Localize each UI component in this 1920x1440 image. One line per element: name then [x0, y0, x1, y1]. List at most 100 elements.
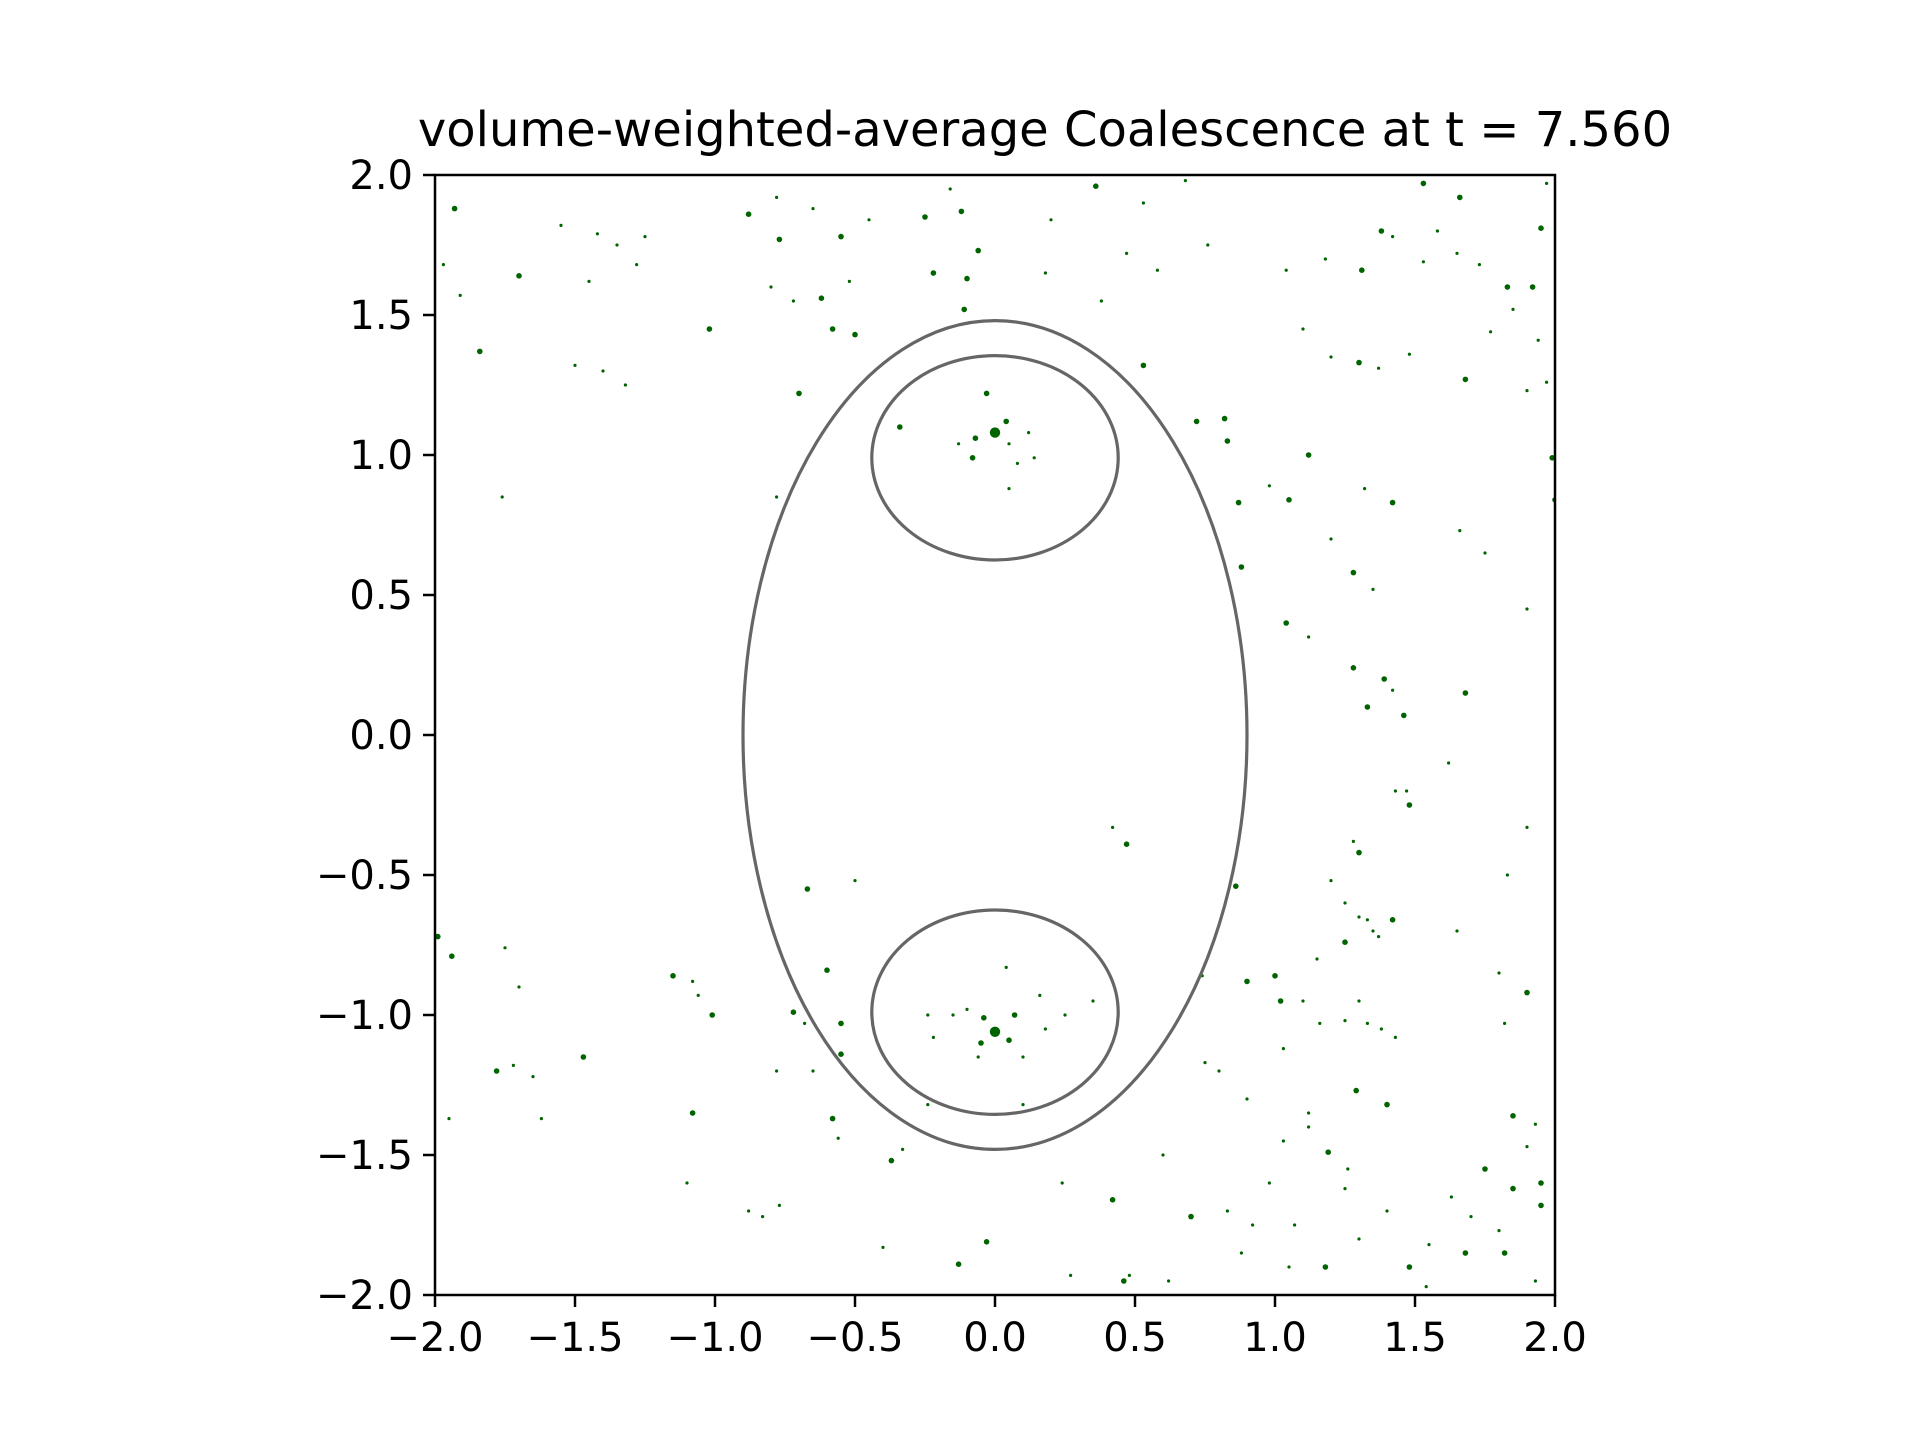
data-point [1365, 1021, 1369, 1025]
data-point [1329, 537, 1333, 541]
x-tick-label: −2.0 [386, 1315, 483, 1361]
data-point [1233, 883, 1239, 889]
data-point [1267, 484, 1271, 488]
data-point [775, 1069, 779, 1073]
data-point [1357, 999, 1361, 1003]
data-point [1125, 251, 1129, 255]
data-point [1391, 688, 1395, 692]
region-outlines [741, 319, 1249, 1151]
data-point [965, 1007, 969, 1012]
data-point [623, 383, 628, 387]
data-point [1536, 338, 1540, 342]
data-point [500, 495, 504, 499]
data-point [1027, 431, 1031, 435]
data-point [1389, 499, 1396, 506]
data-point [1109, 1197, 1116, 1203]
y-tick-label: 0.0 [349, 713, 413, 759]
data-point [1462, 1250, 1469, 1256]
data-point [1161, 1153, 1165, 1157]
data-point [601, 369, 605, 373]
data-point [1371, 587, 1375, 592]
data-point [1329, 355, 1333, 359]
data-point [1469, 1215, 1473, 1219]
data-point [1167, 1279, 1171, 1283]
data-point [1239, 1251, 1243, 1255]
data-point [1003, 418, 1009, 425]
data-point [691, 979, 695, 984]
data-point [447, 1117, 451, 1121]
data-point [1538, 1202, 1544, 1209]
y-axis: 2.0 1.5 1.0 0.5 0.0 −0.5 −1.0 −1.5 −2.0 [316, 153, 435, 1319]
x-axis: −2.0 −1.5 −1.0 −0.5 0.0 0.5 1.0 1.5 2.0 [386, 1295, 1587, 1361]
data-point [1350, 665, 1357, 671]
data-point [511, 1063, 515, 1067]
data-point [539, 1117, 544, 1121]
data-point [1449, 1195, 1453, 1199]
y-tick-label: 2.0 [349, 153, 413, 199]
data-point [1225, 1209, 1229, 1213]
data-point [1421, 260, 1425, 264]
data-point [1457, 194, 1463, 201]
data-point [1447, 761, 1451, 765]
data-point [888, 1157, 895, 1164]
data-point [1538, 1180, 1544, 1186]
data-point [1221, 415, 1228, 422]
data-point [1111, 825, 1115, 830]
data-point [1093, 183, 1099, 189]
data-point [1525, 607, 1529, 611]
data-point [1193, 418, 1200, 425]
data-point [1482, 1166, 1488, 1172]
data-point [1063, 1013, 1067, 1017]
data-point [1356, 849, 1362, 856]
data-point [1377, 935, 1381, 939]
data-point [1011, 1012, 1018, 1018]
region-outline-0 [741, 319, 1249, 1151]
data-point [573, 363, 577, 367]
data-point [847, 279, 852, 283]
data-point [1538, 225, 1544, 231]
data-point [926, 1103, 930, 1107]
data-point [1455, 251, 1459, 255]
data-point [777, 1203, 782, 1207]
data-point [441, 263, 445, 267]
data-point [1420, 180, 1427, 187]
data-point [1281, 1047, 1285, 1051]
data-point [689, 1110, 696, 1116]
data-point [1343, 1019, 1347, 1023]
data-point [1301, 327, 1305, 331]
data-point [503, 946, 507, 950]
data-point [1401, 712, 1407, 719]
data-point [1155, 268, 1159, 272]
x-tick-label: −1.0 [666, 1315, 763, 1361]
data-point [1032, 456, 1036, 460]
data-point [1203, 1061, 1207, 1065]
axes-frame [433, 173, 1557, 1297]
data-point [957, 442, 961, 446]
data-point [1462, 690, 1469, 696]
data-point [747, 1209, 751, 1213]
data-point [1049, 218, 1053, 222]
data-point [1307, 1125, 1311, 1129]
x-tick-label: −0.5 [806, 1315, 903, 1361]
data-point [1251, 1223, 1255, 1227]
x-tick-label: 1.0 [1243, 1315, 1307, 1361]
data-point [1006, 1037, 1012, 1043]
data-point [1238, 564, 1245, 570]
data-point [1545, 380, 1549, 384]
data-point [1525, 389, 1529, 393]
data-point [1351, 839, 1355, 844]
data-point [981, 1015, 987, 1021]
data-point [1123, 841, 1130, 847]
x-tick-label: 2.0 [1523, 1315, 1587, 1361]
data-point [1350, 569, 1357, 576]
data-point [1435, 229, 1439, 233]
chart-title: volume-weighted-average Coalescence at t… [418, 102, 1672, 158]
data-point [955, 1261, 962, 1267]
x-tick-label: 0.0 [963, 1315, 1027, 1361]
data-point [516, 273, 522, 279]
data-point [838, 1051, 844, 1057]
data-point [951, 1013, 955, 1017]
y-tick-label: −2.0 [316, 1273, 413, 1319]
data-point [1188, 1213, 1194, 1220]
x-tick-label: 1.5 [1383, 1315, 1447, 1361]
